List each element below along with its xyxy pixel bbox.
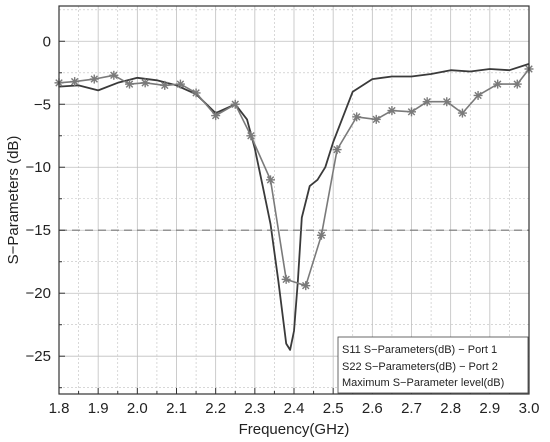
x-tick-label: 2.1 bbox=[166, 400, 187, 417]
x-tick-label: 1.8 bbox=[49, 400, 70, 417]
series-point bbox=[493, 79, 503, 89]
series-point bbox=[230, 99, 240, 109]
series-point bbox=[387, 106, 397, 116]
series-point bbox=[371, 114, 381, 124]
series-point bbox=[422, 97, 432, 107]
series-layer bbox=[54, 63, 534, 351]
x-tick-label: 2.9 bbox=[479, 400, 500, 417]
series-point bbox=[473, 90, 483, 100]
legend-entry-s22: S22 S−Parameters(dB) − Port 2 bbox=[342, 361, 498, 373]
legend: S11 S−Parameters(dB) − Port 1 S22 S−Para… bbox=[337, 336, 529, 394]
x-tick-label: 2.3 bbox=[244, 400, 265, 417]
x-tick-label: 2.8 bbox=[440, 400, 461, 417]
x-tick-label: 2.4 bbox=[284, 400, 305, 417]
x-tick-label: 1.9 bbox=[88, 400, 109, 417]
series-point bbox=[301, 281, 311, 291]
tick-labels: 1.8 1.9 2.0 2.1 2.2 2.3 2.4 2.5 2.6 2.7 2.8 2.9 3.0 0… bbox=[26, 33, 540, 417]
series-point bbox=[70, 77, 80, 87]
series-point bbox=[457, 108, 467, 118]
series-point bbox=[160, 80, 170, 90]
series-point bbox=[246, 131, 256, 141]
series-point bbox=[316, 230, 326, 240]
series-point bbox=[512, 79, 522, 89]
y-tick-label: −15 bbox=[26, 222, 51, 239]
series-point bbox=[211, 111, 221, 121]
x-tick-label: 2.7 bbox=[401, 400, 422, 417]
series-point bbox=[109, 70, 119, 80]
series-point bbox=[407, 107, 416, 117]
series-point bbox=[352, 112, 362, 122]
y-tick-label: −10 bbox=[26, 159, 51, 176]
series-point bbox=[175, 79, 185, 89]
x-tick-label: 2.5 bbox=[323, 400, 344, 417]
series-line-1 bbox=[58, 68, 530, 287]
x-tick-label: 2.6 bbox=[362, 400, 383, 417]
y-axis-title: S−Parameters (dB) bbox=[5, 136, 22, 265]
series-point bbox=[281, 274, 291, 284]
x-axis-title: Frequency(GHz) bbox=[239, 421, 350, 438]
legend-entry-max-level: Maximum S−Parameter level(dB) bbox=[342, 377, 504, 389]
y-tick-label: 0 bbox=[43, 33, 51, 50]
series-point bbox=[89, 74, 99, 84]
x-tick-label: 2.0 bbox=[127, 400, 148, 417]
y-tick-label: −20 bbox=[26, 285, 51, 302]
series-point bbox=[125, 79, 134, 89]
legend-box bbox=[337, 336, 529, 394]
series-point bbox=[191, 88, 201, 98]
legend-entry-s11: S11 S−Parameters(dB) − Port 1 bbox=[342, 344, 497, 356]
series-point bbox=[140, 78, 150, 88]
y-tick-label: −5 bbox=[34, 96, 51, 113]
x-tick-label: 2.2 bbox=[205, 400, 226, 417]
series-point bbox=[442, 97, 452, 107]
series-point bbox=[266, 175, 275, 185]
series-point bbox=[332, 145, 342, 155]
y-tick-label: −25 bbox=[26, 348, 51, 365]
x-tick-label: 3.0 bbox=[519, 400, 540, 417]
